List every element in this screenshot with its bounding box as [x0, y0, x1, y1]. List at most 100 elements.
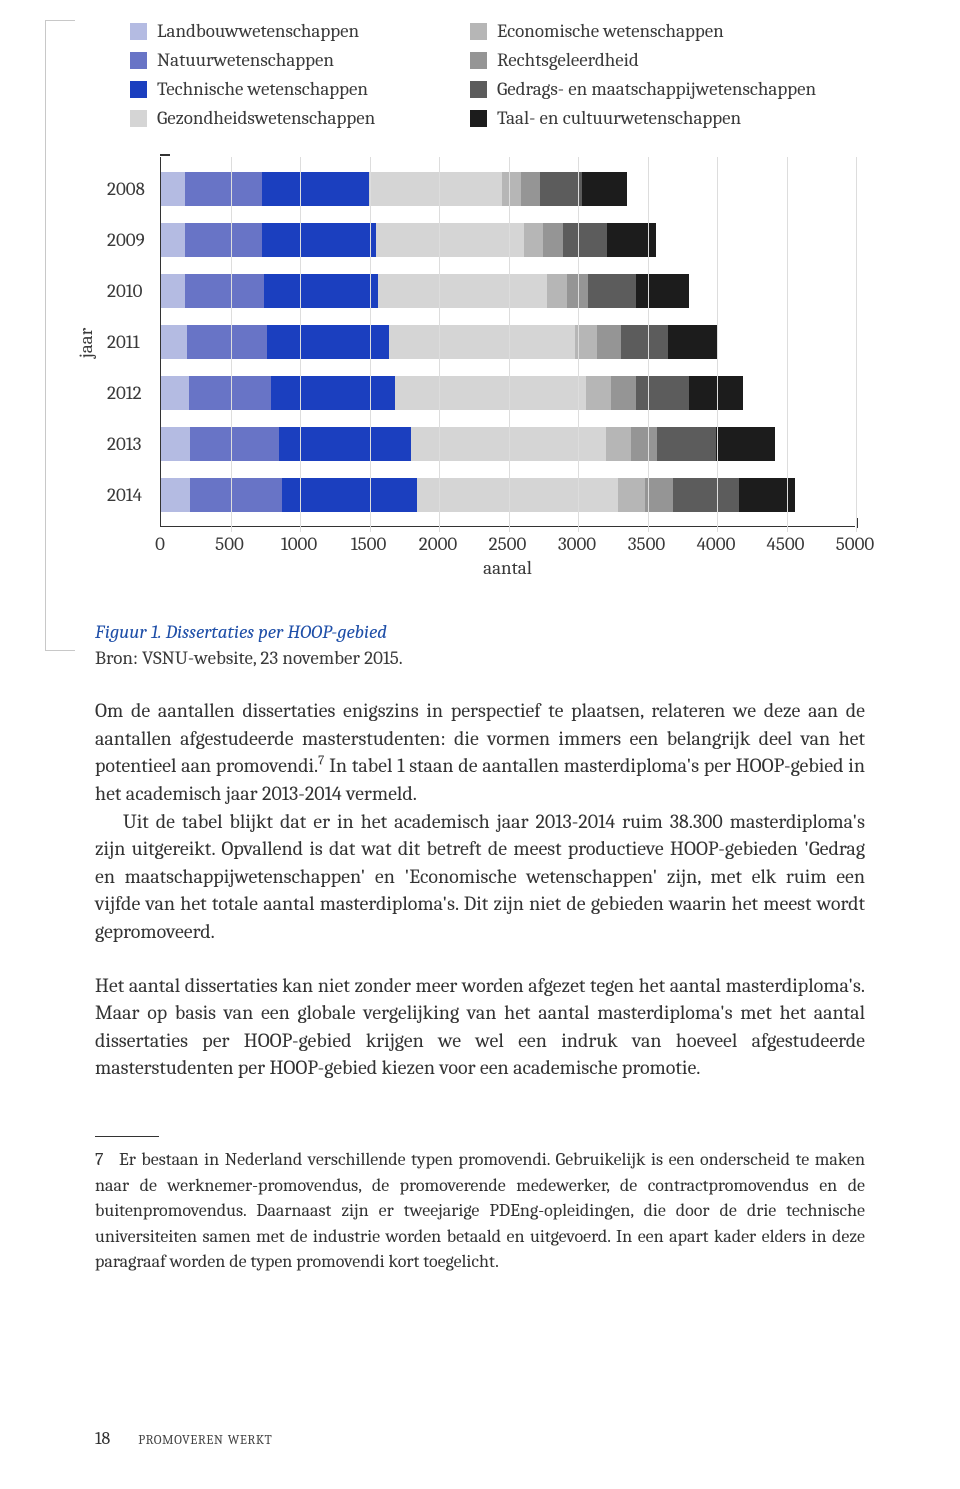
- legend-label: Economische wetenschappen: [497, 20, 724, 42]
- legend-item: Rechtsgeleerdheid: [470, 49, 816, 71]
- bar-segment: [606, 427, 631, 461]
- bar-segment: [262, 172, 369, 206]
- bar-segment: [161, 376, 189, 410]
- y-tick-label: 2011: [107, 331, 140, 353]
- bar-segment: [161, 478, 190, 512]
- y-tick-label: 2009: [107, 229, 145, 251]
- legend-swatch: [470, 52, 487, 69]
- footnote-number: 7: [95, 1147, 119, 1173]
- x-axis-label: aantal: [160, 557, 855, 579]
- legend-label: Gezondheidswetenschappen: [157, 107, 375, 129]
- legend-label: Gedrags- en maatschappijwetenschappen: [497, 78, 816, 100]
- bar-segment: [631, 427, 657, 461]
- bar-segment: [502, 172, 521, 206]
- grid-line: [717, 157, 718, 532]
- running-title: promoveren werkt: [138, 1428, 272, 1449]
- grid-line: [231, 157, 232, 532]
- bar-segment: [521, 172, 540, 206]
- legend-swatch: [130, 52, 147, 69]
- legend-item: Gedrags- en maatschappijwetenschappen: [470, 78, 816, 100]
- y-tick-label: 2008: [107, 178, 145, 200]
- x-tick-label: 4000: [697, 533, 736, 555]
- bar-segment: [389, 325, 575, 359]
- bar-segment: [161, 274, 185, 308]
- x-tick-label: 1000: [281, 533, 317, 555]
- bar-segment: [161, 223, 185, 257]
- bar-segment: [621, 325, 668, 359]
- bar-segment: [395, 376, 587, 410]
- x-tick-label: 2000: [419, 533, 457, 555]
- bar-segment: [716, 427, 776, 461]
- bar-segment: [376, 223, 523, 257]
- legend-swatch: [130, 23, 147, 40]
- bar-segment: [636, 274, 689, 308]
- legend-item: Technische wetenschappen: [130, 78, 470, 100]
- legend-label: Technische wetenschappen: [157, 78, 368, 100]
- legend-swatch: [130, 81, 147, 98]
- bar-segment: [673, 478, 740, 512]
- y-tick-label: 2012: [107, 382, 142, 404]
- legend-item: Economische wetenschappen: [470, 20, 816, 42]
- bar-segment: [369, 172, 501, 206]
- x-tick-label: 0: [155, 533, 165, 555]
- legend-item: Gezondheidswetenschappen: [130, 107, 470, 129]
- bar-segment: [185, 223, 263, 257]
- figure-frame: [45, 20, 46, 650]
- footnote: 7Er bestaan in Nederland verschillende t…: [95, 1147, 865, 1275]
- page-number: 18: [95, 1428, 110, 1449]
- bar-segment: [563, 223, 607, 257]
- bar-segment: [645, 478, 673, 512]
- legend-label: Landbouwwetenschappen: [157, 20, 359, 42]
- grid-line: [578, 157, 579, 532]
- bar-segment: [271, 376, 395, 410]
- bar-segment: [187, 325, 266, 359]
- x-tick-label: 5000: [836, 533, 875, 555]
- footnote-rule: [95, 1136, 159, 1137]
- bar-segment: [185, 274, 264, 308]
- bar-segment: [668, 325, 717, 359]
- bar-segment: [190, 478, 282, 512]
- grid-line: [787, 157, 788, 532]
- body-paragraph: Het aantal dissertaties kan niet zonder …: [95, 972, 865, 1082]
- bar-segment: [262, 223, 376, 257]
- bar-segment: [636, 376, 689, 410]
- bar-segment: [279, 427, 411, 461]
- bar-segment: [378, 274, 548, 308]
- bar-segment: [588, 274, 637, 308]
- figure-frame: [45, 20, 75, 21]
- grid-line: [439, 157, 440, 532]
- caption-source: Bron: VSNU-website, 23 november 2015.: [95, 647, 403, 669]
- caption-title: Figuur 1. Dissertaties per HOOP-gebied: [95, 621, 387, 643]
- grid-line: [509, 157, 510, 532]
- legend-swatch: [470, 23, 487, 40]
- chart-legend: Landbouwwetenschappen Natuurwetenschappen…: [130, 20, 865, 129]
- legend-item: Taal- en cultuurwetenschappen: [470, 107, 816, 129]
- y-tick-label: 2014: [107, 484, 142, 506]
- grid-line: [648, 157, 649, 532]
- bar-chart: jaar 2008200920102011201220132014 050010…: [95, 157, 865, 572]
- grid-line: [300, 157, 301, 532]
- bar-segment: [161, 325, 187, 359]
- page-footer: 18 promoveren werkt: [95, 1428, 272, 1449]
- bar-segment: [547, 274, 566, 308]
- figure-frame: [45, 650, 75, 651]
- bar-segment: [540, 172, 582, 206]
- legend-label: Taal- en cultuurwetenschappen: [497, 107, 741, 129]
- y-tick-label: 2013: [107, 433, 141, 455]
- bar-segment: [543, 223, 562, 257]
- bar-segment: [190, 427, 279, 461]
- bar-segment: [582, 172, 626, 206]
- x-tick-label: 4500: [766, 533, 804, 555]
- bar-segment: [161, 427, 190, 461]
- legend-label: Rechtsgeleerdheid: [497, 49, 639, 71]
- x-tick-label: 1500: [351, 533, 387, 555]
- figure-caption: Figuur 1. Dissertaties per HOOP-gebied B…: [95, 620, 865, 671]
- legend-swatch: [470, 110, 487, 127]
- bar-segment: [611, 376, 636, 410]
- bar-segment: [417, 478, 619, 512]
- legend-item: Landbouwwetenschappen: [130, 20, 470, 42]
- legend-swatch: [470, 81, 487, 98]
- x-tick-label: 500: [215, 533, 244, 555]
- legend-swatch: [130, 110, 147, 127]
- legend-label: Natuurwetenschappen: [157, 49, 334, 71]
